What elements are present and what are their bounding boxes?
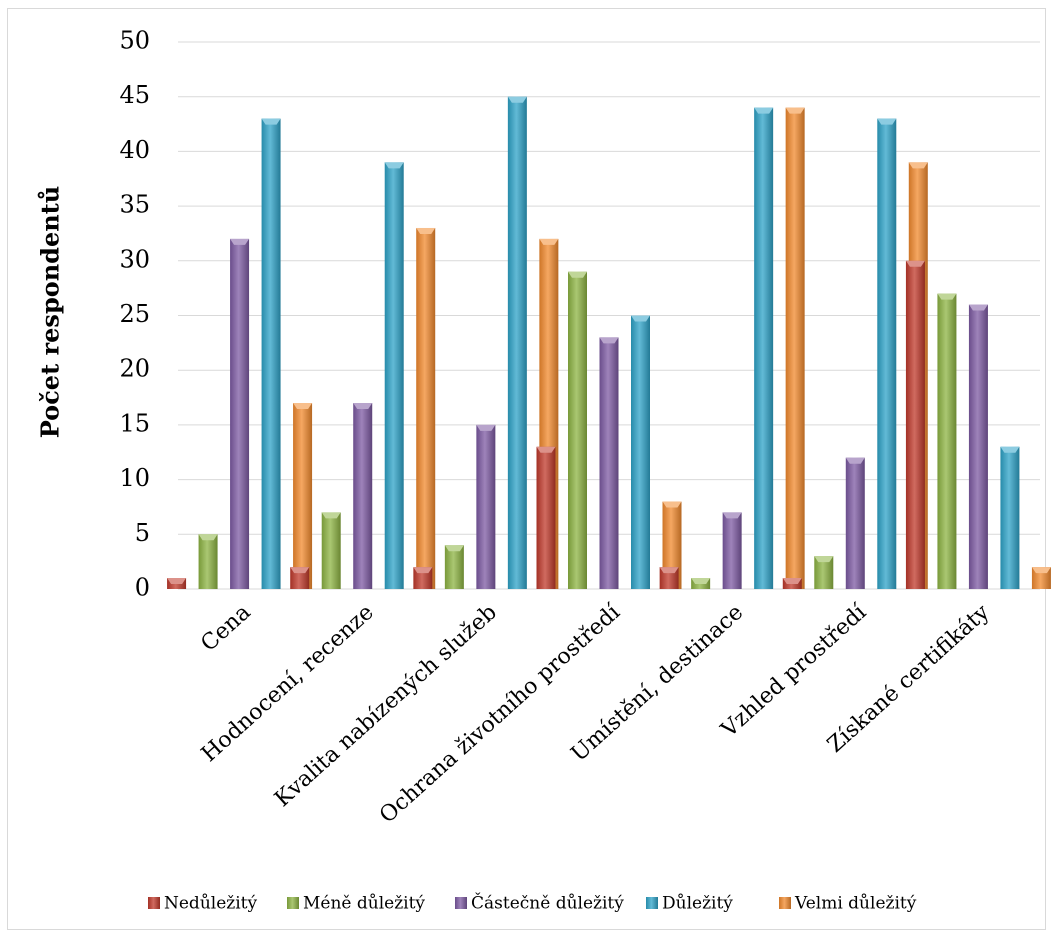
bars: [167, 96, 1051, 590]
legend-item: Velmi důležitý: [779, 894, 917, 914]
legend-swatch: [148, 897, 160, 909]
bar: [444, 545, 464, 589]
bar: [968, 304, 988, 589]
bar: [536, 446, 556, 589]
x-tick-label: Cena: [196, 600, 255, 657]
bar: [659, 567, 679, 589]
bar: [785, 107, 805, 589]
y-tick-label: 10: [119, 464, 150, 492]
legend-label: Nedůležitý: [164, 894, 257, 914]
bar: [293, 403, 313, 589]
legend-swatch: [646, 897, 658, 909]
bar: [416, 227, 436, 590]
bar: [845, 457, 865, 589]
legend-item: Částečně důležitý: [455, 893, 624, 914]
x-tick-label: Ochrana životního prostředí: [375, 599, 626, 828]
legend-label: Méně důležitý: [303, 894, 425, 914]
bar: [353, 403, 373, 589]
bar: [877, 118, 897, 589]
bar: [691, 578, 711, 589]
bar: [507, 96, 527, 589]
gridlines: [178, 41, 1040, 590]
legend-item: Méně důležitý: [287, 894, 425, 914]
bar: [754, 107, 774, 589]
bar: [782, 578, 802, 589]
legend-item: Důležitý: [646, 894, 733, 914]
y-tick-label: 20: [119, 355, 150, 383]
bar: [261, 118, 281, 589]
bar: [937, 293, 957, 589]
legend: Nedůležitý Méně důležitý Částečně důležitý…: [148, 893, 917, 914]
y-tick-label: 45: [119, 81, 150, 109]
bar: [568, 271, 587, 589]
y-axis-ticks: 0 5 10 15 20 25 30 35 40 45 50: [119, 27, 150, 602]
bar: [384, 162, 404, 589]
legend-swatch: [455, 897, 467, 909]
bar: [321, 512, 341, 589]
y-tick-label: 25: [119, 300, 150, 328]
legend-label: Důležitý: [662, 894, 733, 914]
bar: [198, 534, 218, 589]
legend-swatch: [287, 897, 299, 909]
y-tick-label: 40: [119, 136, 150, 164]
bar: [230, 238, 250, 590]
legend-label: Částečně důležitý: [471, 893, 624, 914]
bar: [1031, 567, 1051, 589]
legend-label: Velmi důležitý: [794, 894, 917, 914]
y-tick-label: 5: [135, 519, 150, 547]
bar: [290, 567, 310, 589]
bar: [631, 315, 650, 589]
y-tick-label: 30: [119, 245, 150, 273]
bar: [1000, 446, 1020, 589]
legend-item: Nedůležitý: [148, 894, 257, 914]
y-tick-label: 15: [119, 409, 150, 437]
bar: [722, 512, 742, 589]
y-tick-label: 0: [135, 574, 150, 602]
bar: [476, 424, 496, 589]
x-tick-label: Kvalita nabízených služeb: [270, 600, 502, 812]
y-tick-label: 35: [119, 191, 150, 219]
bar: [413, 567, 433, 589]
bar: [814, 556, 834, 589]
bar: [167, 578, 187, 589]
bar: [905, 260, 925, 589]
y-tick-label: 50: [119, 27, 150, 55]
y-axis-label: Počet respondentů: [36, 186, 65, 438]
bar: [599, 337, 619, 589]
legend-swatch: [779, 897, 791, 909]
